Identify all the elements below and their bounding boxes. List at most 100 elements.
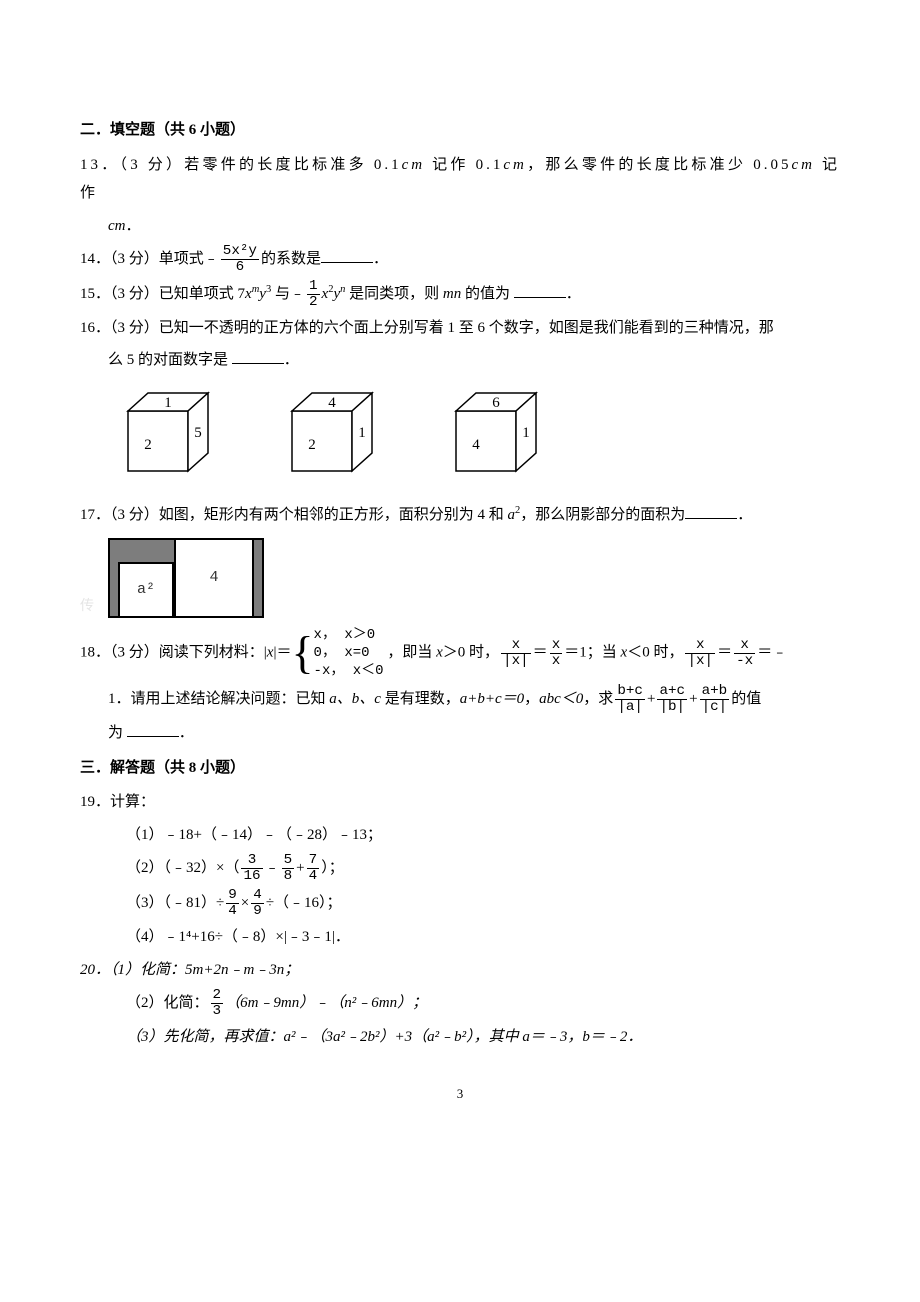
q20-p2-pre: （2）化简：: [126, 995, 209, 1011]
page-number: 3: [80, 1082, 840, 1107]
q18-f3d: |x|: [685, 654, 715, 669]
q13-part3: ，那么零件的长度比标准少 0.05: [527, 157, 792, 173]
q15-mid2: 是同类项，则: [345, 286, 443, 302]
q13-dot: ．: [126, 218, 141, 234]
q16-dot: ．: [284, 352, 299, 368]
q15-blank: [514, 283, 566, 298]
q15-dot: ．: [566, 286, 581, 302]
q13: 13．（3 分）若零件的长度比标准多 0.1cm 记作 0.1cm，那么零件的长…: [80, 151, 840, 208]
q16-line2: 么 5 的对面数字是 ．: [80, 346, 840, 375]
q15-x1: x: [245, 286, 252, 302]
q18-f4: x-x: [732, 638, 757, 669]
q18-line3: 为 ．: [80, 719, 840, 748]
watermark-left: 传: [80, 594, 94, 621]
q15-half-d: 2: [307, 295, 320, 310]
q15-half: 12: [305, 279, 322, 310]
q16-line2-pre: 么 5 的对面数字是: [108, 352, 232, 368]
q18-line1: 18．（3 分）阅读下列材料：|x|＝{ x， x＞0 0， x=0 -x， x…: [80, 626, 840, 681]
q20-fn: 2: [211, 988, 224, 1004]
q19-p3-post: ÷（﹣16）；: [266, 895, 342, 911]
q18-f3: x|x|: [683, 638, 717, 669]
q18-g3d: |c|: [700, 700, 730, 715]
q18-x2: x: [436, 645, 443, 661]
q18-f1: x|x|: [499, 638, 533, 669]
q15-pre: 15．（3 分）已知单项式 7: [80, 286, 245, 302]
q18-g2d: |b|: [657, 700, 687, 715]
q18-f4d: -x: [734, 654, 755, 669]
q13-cm2: cm: [503, 157, 527, 173]
q18-g3n: a+b: [700, 684, 730, 700]
q18-mid2: ，即当: [384, 645, 437, 661]
cube1-top: 1: [164, 395, 172, 411]
cube2-right: 1: [358, 425, 366, 441]
q19-f1: 316: [239, 853, 264, 884]
q19-g1d: 4: [226, 904, 239, 919]
q17-sq-left: a²: [118, 562, 174, 618]
q17-a: a: [508, 507, 516, 523]
q20-p2-mid: （6m﹣9mn）﹣（n²﹣6mn）；: [225, 995, 427, 1011]
q19-f3d: 4: [307, 869, 320, 884]
q20-p3t: （3）先化简，再求值：a²﹣（3a²﹣2b²）+3（a²﹣b²），其中 a＝﹣3…: [126, 1029, 642, 1045]
q18-tail: ＝﹣: [757, 645, 787, 661]
q18-f1d: |x|: [501, 654, 531, 669]
q18-f2: xx: [548, 638, 565, 669]
q15-half-n: 1: [307, 279, 320, 295]
q18-f1n: x: [501, 638, 531, 654]
q18-cases: x， x＞0 0， x=0 -x， x＜0: [314, 626, 384, 681]
q18-f3n: x: [685, 638, 715, 654]
q15-mn: mn: [443, 286, 461, 302]
q19-p1: （1）﹣18+（﹣14）﹣（﹣28）﹣13；: [80, 821, 840, 850]
cube3-left: 4: [472, 437, 480, 453]
q18-l2mid2: ，求: [583, 691, 613, 707]
q15-mid: 与﹣: [271, 286, 305, 302]
q19-head: 19．计算：: [80, 788, 840, 817]
q18-f2n: x: [550, 638, 563, 654]
q18-plus: +: [647, 691, 655, 707]
q14-post: 的系数是: [261, 251, 321, 267]
q14-pre: 14．（3 分）单项式﹣: [80, 251, 219, 267]
q18-l2end: 的值: [731, 691, 761, 707]
q18-l3: 为: [108, 725, 127, 741]
cube1-right: 5: [194, 425, 202, 441]
q18-comma: ，: [524, 691, 539, 707]
q18-pre: 18．（3 分）阅读下列材料：|: [80, 645, 267, 661]
q19-plus: +: [296, 860, 304, 876]
q20-f: 23: [209, 988, 226, 1019]
q19-f3n: 7: [307, 853, 320, 869]
q13-cm1: cm: [402, 157, 426, 173]
q19-f1n: 3: [241, 853, 262, 869]
cube2-top: 4: [328, 395, 336, 411]
q13-line2: cm．: [80, 212, 840, 241]
q18-g2n: a+c: [657, 684, 687, 700]
q14-frac: 5x²y6: [219, 244, 261, 275]
q19-f2: 58: [280, 853, 297, 884]
q18-case2: 0， x=0: [314, 644, 384, 662]
q18-plus2: +: [689, 691, 697, 707]
section-fill-title: 二．填空题（共 6 小题）: [80, 116, 840, 145]
q15-y1: y: [259, 286, 266, 302]
q18-blank: [127, 723, 179, 738]
q17-figure: a² 4: [108, 538, 264, 618]
q18-g3: a+b|c|: [698, 684, 732, 715]
q18-sum: a+b+c＝0: [460, 691, 524, 707]
q19-p2: （2）（﹣32）×（316﹣58+74）；: [80, 853, 840, 884]
q19-f2d: 8: [282, 869, 295, 884]
q17-sq-right: 4: [174, 538, 254, 618]
cube2-left: 2: [308, 437, 316, 453]
q19-p2-pre: （2）（﹣32）×（: [126, 860, 239, 876]
q14: 14．（3 分）单项式﹣5x²y6的系数是．: [80, 244, 840, 275]
q19-p2-post: ）；: [321, 860, 344, 876]
q17-pre: 17．（3 分）如图，矩形内有两个相邻的正方形，面积分别为 4 和: [80, 507, 508, 523]
q17-blank: [685, 505, 737, 520]
q18-line2: 1．请用上述结论解决问题：已知 a、b、c 是有理数，a+b+c＝0，abc＜0…: [80, 684, 840, 715]
q18-dot: ．: [179, 725, 194, 741]
cube-3: 6 4 1: [436, 381, 556, 492]
q13-cm4: cm: [108, 218, 126, 234]
q16-cubes: 1 2 5 4 2 1 6 4 1: [108, 381, 840, 492]
q17-post: ，那么阴影部分的面积为: [520, 507, 685, 523]
cube3-right: 1: [522, 425, 530, 441]
q19-f1d: 16: [241, 869, 262, 884]
q20-p2: （2）化简：23（6m﹣9mn）﹣（n²﹣6mn）；: [80, 988, 840, 1019]
q18-mid1: |＝: [273, 645, 291, 661]
q18-prod: abc＜0: [539, 691, 583, 707]
